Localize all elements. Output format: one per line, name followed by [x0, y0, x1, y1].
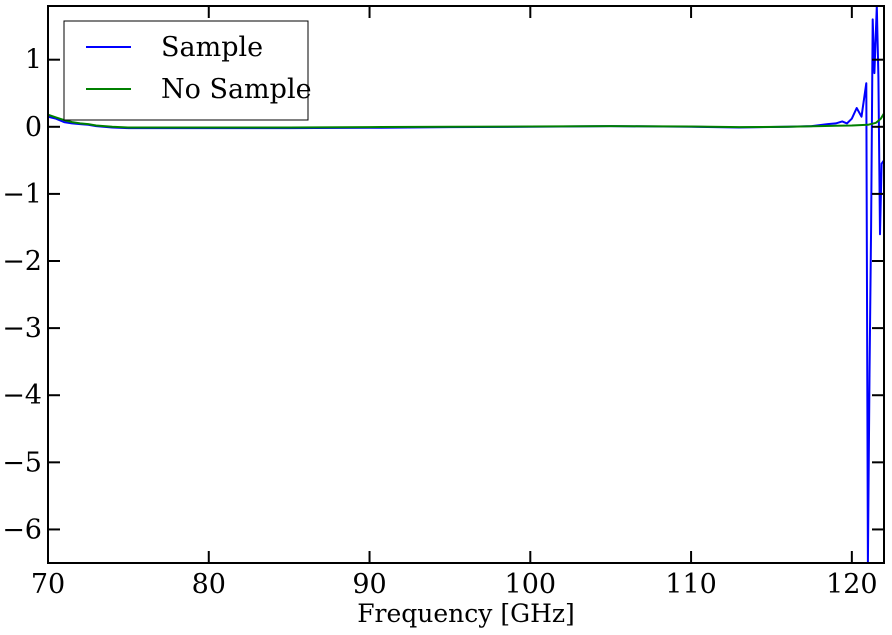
y-tick-label: 1 [25, 45, 42, 76]
y-tick-label: −6 [2, 514, 42, 545]
series-layer [48, 6, 884, 563]
x-axis-label: Frequency [GHz] [357, 599, 575, 628]
y-tick-label: 0 [25, 112, 42, 143]
y-tick-labels: 1 0 −1 −2 −3 −4 −5 −6 [2, 45, 42, 546]
legend-label-sample: Sample [161, 32, 263, 63]
ticks-layer [47, 6, 884, 563]
y-tick-label: −4 [2, 380, 42, 411]
x-tick-label: 90 [352, 569, 386, 600]
x-tick-label: 120 [826, 569, 878, 600]
legend-box [63, 20, 309, 121]
x-tick-label: 80 [192, 569, 226, 600]
legend: Sample No Sample [63, 20, 312, 121]
y-tick-label: −2 [2, 246, 42, 277]
plot-frame [47, 5, 885, 564]
x-tick-label: 100 [505, 569, 557, 600]
x-tick-label: 110 [665, 569, 717, 600]
x-tick-label: 70 [31, 569, 65, 600]
y-tick-label: −1 [2, 179, 42, 210]
legend-label-no-sample: No Sample [161, 74, 312, 105]
x-tick-labels: 70 80 90 100 110 120 [31, 569, 878, 600]
series-line-no-sample [48, 112, 884, 129]
y-tick-label: −5 [2, 447, 42, 478]
y-tick-label: −3 [2, 313, 42, 344]
